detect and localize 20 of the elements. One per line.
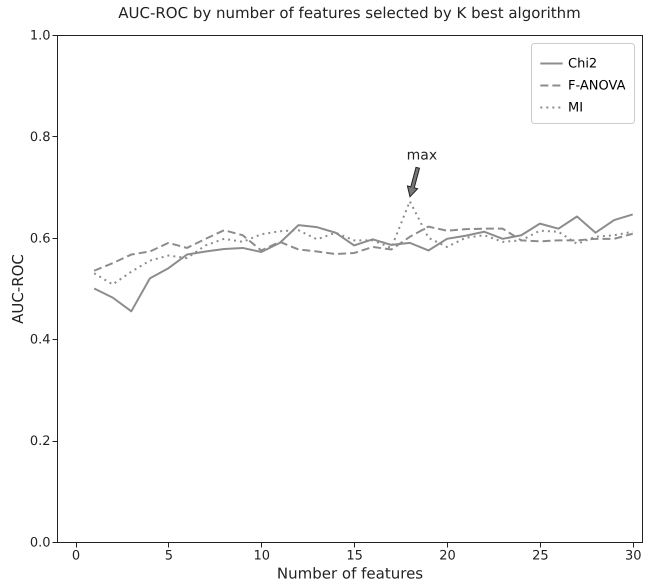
chart-title: AUC-ROC by number of features selected by K best algorithm: [118, 4, 581, 22]
y-tick-label: 0.6: [30, 231, 50, 246]
x-tick-label: 15: [346, 548, 363, 564]
x-tick-label: 20: [439, 548, 456, 564]
y-tick-label: 0.0: [30, 536, 50, 550]
x-tick-label: 25: [532, 548, 549, 564]
y-tick-label: 0.4: [30, 332, 50, 348]
x-axis-title: Number of features: [276, 564, 424, 581]
x-tick-label: 5: [164, 548, 174, 564]
legend-label: MI: [568, 100, 584, 116]
legend-label: F-ANOVA: [568, 78, 626, 94]
x-tick-label: 30: [624, 548, 642, 564]
y-tick-label: 0.2: [30, 434, 50, 450]
y-tick-label: 0.8: [30, 130, 50, 145]
annotation: max: [406, 147, 438, 164]
y-tick-label: 1.0: [30, 28, 50, 44]
legend-label: Chi2: [568, 56, 598, 72]
x-tick-label: 10: [254, 548, 270, 564]
y-axis-title: AUC-ROC: [8, 254, 27, 324]
x-tick-label: 0: [72, 548, 80, 564]
